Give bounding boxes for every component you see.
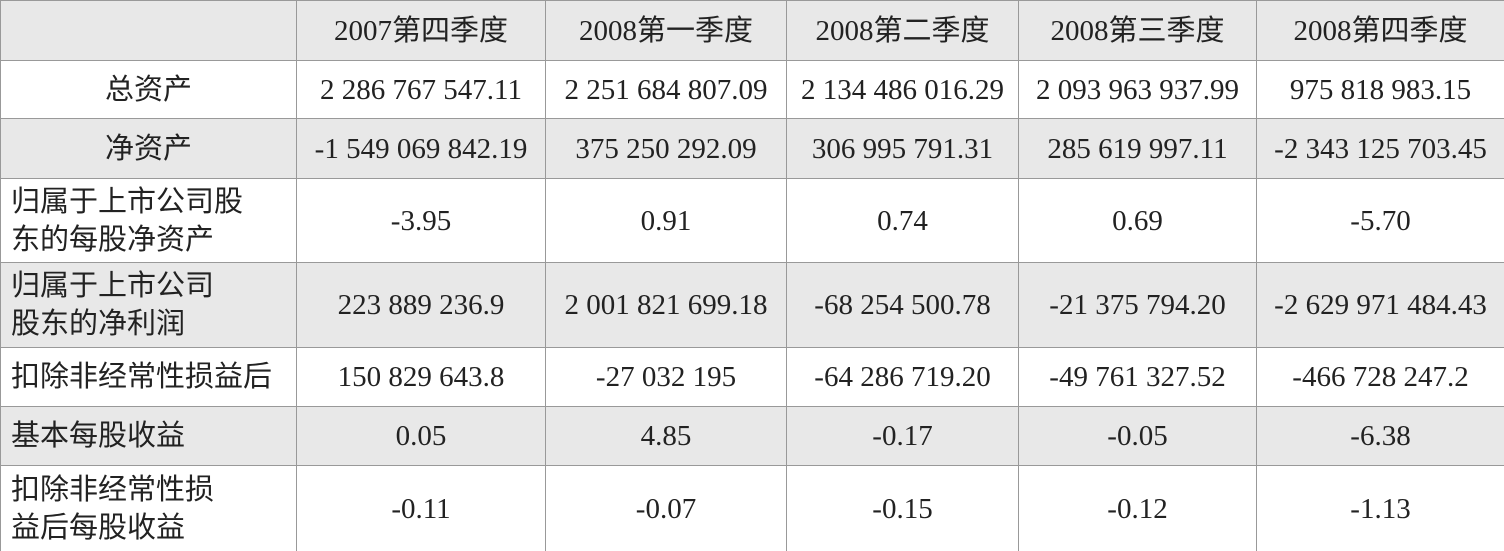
value-cell: -466 728 247.2 xyxy=(1256,347,1504,407)
value-cell: 4.85 xyxy=(545,406,787,466)
column-header: 2007第四季度 xyxy=(296,0,546,61)
data-row: 净资产 -1 549 069 842.19 375 250 292.09 306 99… xyxy=(0,118,1504,179)
value-cell: -0.05 xyxy=(1018,406,1257,466)
value-cell: -0.11 xyxy=(296,465,546,551)
label-line: 净资产 xyxy=(104,132,192,165)
label-line: 总资产 xyxy=(104,73,192,106)
value-cell: 150 829 643.8 xyxy=(296,347,546,407)
column-header: 2008第三季度 xyxy=(1018,0,1257,61)
column-header: 2008第四季度 xyxy=(1256,0,1504,61)
value-cell: 0.69 xyxy=(1018,178,1257,263)
value-cell: -2 343 125 703.45 xyxy=(1256,118,1504,179)
value-cell: -49 761 327.52 xyxy=(1018,347,1257,407)
data-row: 扣除非经常性损益后 150 829 643.8 -27 032 195 -64 286… xyxy=(0,347,1504,407)
value-cell: 975 818 983.15 xyxy=(1256,60,1504,119)
value-cell: 2 286 767 547.11 xyxy=(296,60,546,119)
value-cell: 2 001 821 699.18 xyxy=(545,262,787,348)
value-cell: -1 549 069 842.19 xyxy=(296,118,546,179)
value-cell: -2 629 971 484.43 xyxy=(1256,262,1504,348)
value-cell: -6.38 xyxy=(1256,406,1504,466)
value-cell: -0.17 xyxy=(786,406,1019,466)
value-cell: 285 619 997.11 xyxy=(1018,118,1257,179)
row-label: 净资产 xyxy=(0,118,297,179)
value-cell: 2 251 684 807.09 xyxy=(545,60,787,119)
data-row: 归属于上市公司股 东的每股净资产 -3.95 0.91 0.74 0.69 -5.70 xyxy=(0,178,1504,263)
value-cell: 223 889 236.9 xyxy=(296,262,546,348)
data-row: 扣除非经常性损 益后每股收益 -0.11 -0.07 -0.15 -0.12 -1.13 xyxy=(0,465,1504,551)
label-line: 归属于上市公司 xyxy=(11,270,215,302)
label-line: 股东的净利润 xyxy=(11,308,186,340)
value-cell: -68 254 500.78 xyxy=(786,262,1019,348)
label-line: 基本每股收益 xyxy=(11,420,186,452)
value-cell: 375 250 292.09 xyxy=(545,118,787,179)
value-cell: -0.15 xyxy=(786,465,1019,551)
value-cell: -27 032 195 xyxy=(545,347,787,407)
label-line: 东的每股净资产 xyxy=(11,223,215,256)
value-cell: -3.95 xyxy=(296,178,546,263)
value-cell: 0.05 xyxy=(296,406,546,466)
value-cell: -0.12 xyxy=(1018,465,1257,551)
row-label: 归属于上市公司股 东的每股净资产 xyxy=(0,178,297,263)
column-header: 2008第二季度 xyxy=(786,0,1019,61)
label-line: 益后每股收益 xyxy=(11,511,186,544)
row-label: 基本每股收益 xyxy=(0,406,297,466)
value-cell: 0.74 xyxy=(786,178,1019,263)
corner-cell xyxy=(0,0,297,61)
value-cell: -5.70 xyxy=(1256,178,1504,263)
label-line: 扣除非经常性损 xyxy=(11,473,215,506)
row-label: 总资产 xyxy=(0,60,297,119)
value-cell: -21 375 794.20 xyxy=(1018,262,1257,348)
data-row: 总资产 2 286 767 547.11 2 251 684 807.09 2 134… xyxy=(0,60,1504,119)
value-cell: 2 093 963 937.99 xyxy=(1018,60,1257,119)
value-cell: -64 286 719.20 xyxy=(786,347,1019,407)
column-header: 2008第一季度 xyxy=(545,0,787,61)
value-cell: -0.07 xyxy=(545,465,787,551)
value-cell: 306 995 791.31 xyxy=(786,118,1019,179)
label-line: 归属于上市公司股 xyxy=(11,185,244,218)
row-label: 扣除非经常性损益后 xyxy=(0,347,297,407)
data-row: 归属于上市公司 股东的净利润 223 889 236.9 2 001 821 699.… xyxy=(0,262,1504,348)
value-cell: 2 134 486 016.29 xyxy=(786,60,1019,119)
row-label: 归属于上市公司 股东的净利润 xyxy=(0,262,297,348)
value-cell: 0.91 xyxy=(545,178,787,263)
row-label: 扣除非经常性损 益后每股收益 xyxy=(0,465,297,551)
data-row: 基本每股收益 0.05 4.85 -0.17 -0.05 -6.38 xyxy=(0,406,1504,466)
header-row: 2007第四季度 2008第一季度 2008第二季度 2008第三季度 2008第四季度 xyxy=(0,0,1504,61)
value-cell: -1.13 xyxy=(1256,465,1504,551)
label-line: 扣除非经常性损益后 xyxy=(11,361,273,393)
